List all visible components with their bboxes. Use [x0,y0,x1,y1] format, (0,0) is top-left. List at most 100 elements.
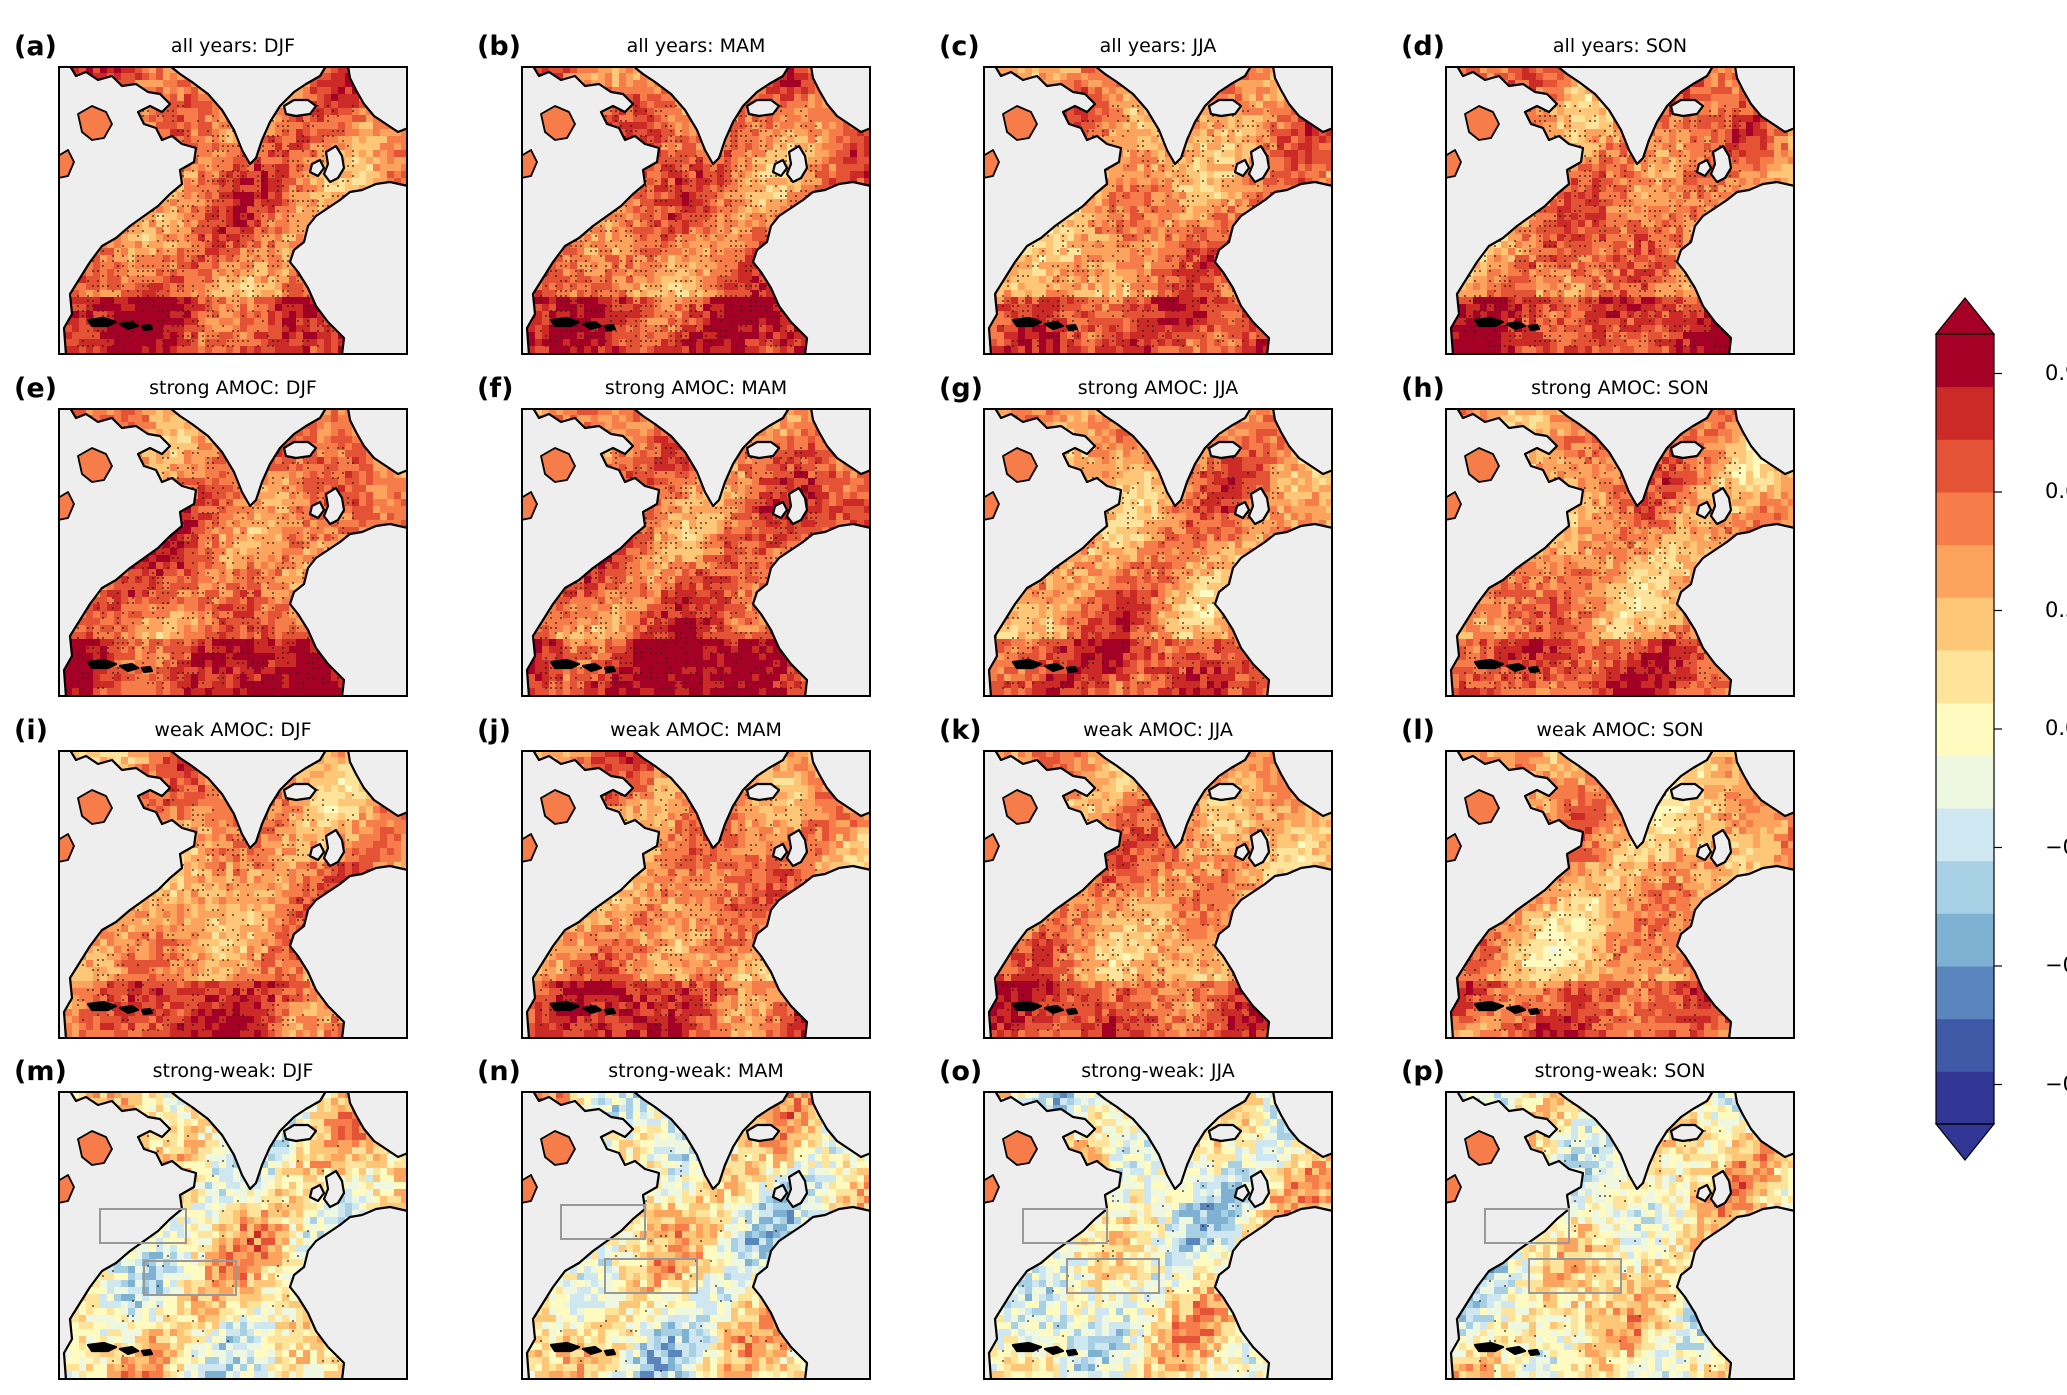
panel-title: all years: MAM [521,35,871,57]
map [1445,408,1795,697]
panel-l: (l) weak AMOC: SON [1401,715,1795,1039]
map [58,66,408,355]
map [983,750,1333,1039]
panel-letter: (p) [1401,1056,1445,1087]
map-svg [58,408,408,697]
map-svg [521,408,871,697]
colorbar-segment [1936,439,1994,493]
panel-title: strong AMOC: DJF [58,377,408,399]
map [983,66,1333,355]
land [983,408,1333,697]
panel-title: strong-weak: SON [1445,1060,1795,1082]
panel-title: all years: JJA [983,35,1333,57]
land [1445,408,1795,697]
map [983,408,1333,697]
land [983,66,1333,355]
map [58,1091,408,1380]
colorbar-segment [1936,808,1994,862]
panel-c: (c) all years: JJA [939,31,1333,355]
panel-g: (g) strong AMOC: JJA [939,373,1333,697]
map [521,1091,871,1380]
panel-i: (i) weak AMOC: DJF [14,715,408,1039]
colorbar-tick-label: 0.3 [2045,598,2067,622]
region-box [1022,1208,1108,1244]
map [58,750,408,1039]
land [58,408,408,697]
map-svg [58,1091,408,1380]
panel-h: (h) strong AMOC: SON [1401,373,1795,697]
panel-k: (k) weak AMOC: JJA [939,715,1333,1039]
map [521,66,871,355]
panel-letter: (d) [1401,31,1445,62]
panel-o: (o) strong-weak: JJA [939,1056,1333,1380]
region-box [1066,1258,1160,1294]
colorbar-segment [1936,1018,1994,1072]
land [983,1091,1333,1380]
panel-letter: (h) [1401,373,1445,404]
colorbar-segment [1936,544,1994,598]
map-svg [1445,408,1795,697]
colorbar-segment [1936,386,1994,440]
panel-title: strong-weak: DJF [58,1060,408,1082]
colorbar-segment [1936,966,1994,1020]
map-svg [1445,66,1795,355]
land [983,750,1333,1039]
map-svg [521,66,871,355]
region-box [1484,1208,1570,1244]
land [1445,66,1795,355]
map-svg [521,750,871,1039]
colorbar-extend-min [1934,1123,1996,1161]
region-box [143,1260,237,1296]
map-svg [58,750,408,1039]
region-box [560,1204,646,1240]
colorbar-tick-label: −0.3 [2045,835,2067,859]
land [58,1091,408,1380]
map-svg [1445,1091,1795,1380]
land [1445,750,1795,1039]
panel-letter: (j) [477,715,511,746]
region-box [604,1258,698,1294]
map-svg [983,66,1333,355]
land [58,750,408,1039]
panel-title: strong AMOC: MAM [521,377,871,399]
map-svg [1445,750,1795,1039]
colorbar-segment [1936,1071,1994,1125]
panel-e: (e) strong AMOC: DJF [14,373,408,697]
panel-title: weak AMOC: JJA [983,719,1333,741]
panel-n: (n) strong-weak: MAM [477,1056,871,1380]
panel-title: weak AMOC: DJF [58,719,408,741]
colorbar-segment [1936,860,1994,914]
map [1445,1091,1795,1380]
panel-title: all years: DJF [58,35,408,57]
map-svg [983,408,1333,697]
panel-d: (d) all years: SON [1401,31,1795,355]
colorbar-segment [1936,702,1994,756]
map [1445,66,1795,355]
colorbar-segment [1936,650,1994,704]
colorbar-tick-label: 0.0 [2045,716,2067,740]
panel-letter: (a) [14,31,57,62]
panel-letter: (e) [14,373,57,404]
panel-letter: (c) [939,31,980,62]
colorbar-segment [1936,492,1994,546]
map [1445,750,1795,1039]
colorbar [1932,294,2022,1164]
colorbar-tick-label: −0.6 [2045,953,2067,977]
colorbar-segment [1936,755,1994,809]
map [521,408,871,697]
map-svg [983,1091,1333,1380]
colorbar-segment [1936,334,1994,388]
colorbar-segment [1936,597,1994,651]
panel-title: weak AMOC: MAM [521,719,871,741]
panel-letter: (g) [939,373,983,404]
panel-a: (a) all years: DJF [14,31,408,355]
map-svg [983,750,1333,1039]
colorbar-tick-label: 0.9 [2045,361,2067,385]
panel-title: strong-weak: MAM [521,1060,871,1082]
panel-letter: (b) [477,31,521,62]
panel-title: strong AMOC: SON [1445,377,1795,399]
panel-letter: (i) [14,715,48,746]
land [521,66,871,355]
land [521,408,871,697]
